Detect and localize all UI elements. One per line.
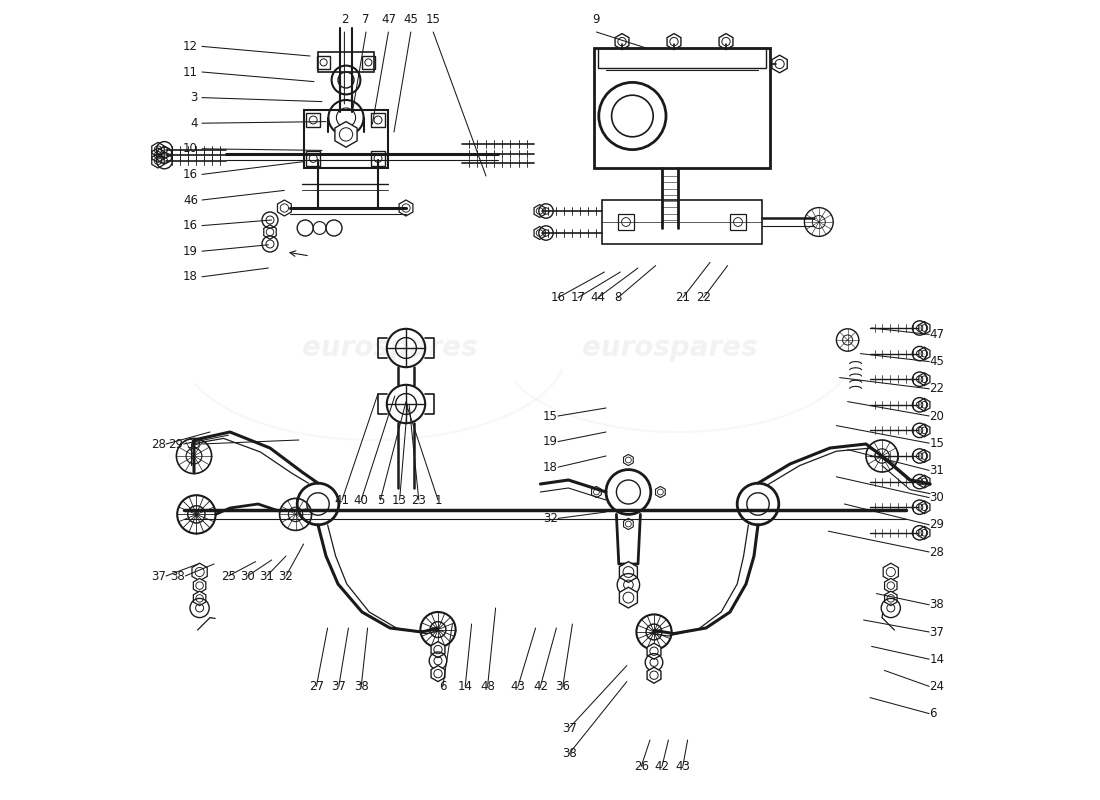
Text: 29: 29	[168, 438, 184, 450]
Text: 18: 18	[183, 270, 198, 283]
Text: 31: 31	[930, 464, 944, 477]
Text: 6: 6	[439, 680, 447, 693]
Text: 22: 22	[696, 291, 711, 304]
Text: 14: 14	[930, 653, 944, 666]
Text: 38: 38	[354, 680, 368, 693]
Text: 27: 27	[309, 680, 323, 693]
Text: 40: 40	[354, 494, 368, 506]
Text: 20: 20	[930, 410, 944, 422]
Bar	[371, 113, 385, 127]
Text: 37: 37	[930, 626, 944, 638]
Polygon shape	[619, 587, 637, 608]
Text: 47: 47	[930, 328, 944, 341]
Text: 26: 26	[634, 760, 649, 773]
Polygon shape	[884, 591, 896, 606]
Text: 45: 45	[404, 13, 418, 26]
Text: 47: 47	[381, 13, 396, 26]
Bar	[318, 52, 374, 72]
Text: 6: 6	[930, 707, 937, 720]
Text: 24: 24	[930, 680, 944, 693]
Bar	[594, 48, 770, 168]
Bar	[317, 56, 330, 69]
Bar	[306, 113, 320, 127]
Bar	[306, 151, 320, 166]
Text: 42: 42	[532, 680, 548, 693]
Text: 19: 19	[183, 245, 198, 258]
Text: 38: 38	[930, 598, 944, 611]
Text: 43: 43	[675, 760, 690, 773]
Text: 45: 45	[930, 355, 944, 368]
Text: 31: 31	[260, 570, 274, 582]
Text: 19: 19	[543, 435, 558, 448]
Text: 38: 38	[562, 747, 576, 760]
Text: 41: 41	[334, 494, 350, 506]
Polygon shape	[192, 563, 207, 581]
Text: eurospares: eurospares	[582, 334, 758, 362]
Text: 28: 28	[151, 438, 166, 450]
Polygon shape	[194, 591, 206, 606]
Text: 39: 39	[186, 438, 201, 450]
Text: 10: 10	[183, 142, 198, 155]
Text: 15: 15	[426, 13, 441, 26]
Bar	[371, 151, 385, 166]
Text: eurospares: eurospares	[302, 334, 477, 362]
Text: 2: 2	[341, 13, 348, 26]
Text: 17: 17	[571, 291, 585, 304]
Bar	[304, 110, 387, 168]
Polygon shape	[647, 667, 661, 683]
Text: 13: 13	[393, 494, 407, 506]
Text: 3: 3	[190, 91, 198, 104]
Text: 22: 22	[930, 382, 944, 395]
Polygon shape	[884, 578, 896, 593]
Text: 32: 32	[278, 570, 294, 582]
Polygon shape	[334, 122, 358, 147]
Polygon shape	[647, 643, 661, 659]
Bar	[362, 56, 375, 69]
Text: 32: 32	[543, 512, 558, 525]
Text: 23: 23	[411, 494, 426, 506]
Text: 37: 37	[331, 680, 346, 693]
Text: 29: 29	[930, 518, 944, 531]
Text: 30: 30	[930, 491, 944, 504]
Text: 15: 15	[543, 410, 558, 422]
Polygon shape	[619, 562, 637, 582]
Polygon shape	[431, 666, 444, 682]
Text: 16: 16	[183, 219, 198, 232]
Bar	[602, 200, 762, 244]
Text: 16: 16	[183, 168, 198, 181]
Text: 48: 48	[481, 680, 495, 693]
Text: 46: 46	[183, 194, 198, 206]
Bar	[598, 48, 766, 68]
Text: 16: 16	[550, 291, 565, 304]
Text: 42: 42	[654, 760, 670, 773]
Polygon shape	[194, 578, 206, 593]
Text: 25: 25	[221, 570, 235, 582]
Text: 8: 8	[614, 291, 622, 304]
Text: 4: 4	[190, 117, 198, 130]
Bar	[618, 214, 634, 230]
Bar	[730, 214, 746, 230]
Text: 12: 12	[183, 40, 198, 53]
Text: 36: 36	[556, 680, 570, 693]
Text: 14: 14	[458, 680, 473, 693]
Text: 43: 43	[510, 680, 526, 693]
Text: 15: 15	[930, 437, 944, 450]
Text: 7: 7	[362, 13, 370, 26]
Text: 1: 1	[434, 494, 442, 506]
Text: 38: 38	[170, 570, 185, 582]
Text: 5: 5	[376, 494, 384, 506]
Polygon shape	[431, 642, 444, 658]
Text: 9: 9	[593, 13, 601, 26]
Text: 37: 37	[151, 570, 166, 582]
Text: 37: 37	[562, 722, 576, 734]
Polygon shape	[883, 563, 899, 581]
Text: 30: 30	[240, 570, 255, 582]
Text: 44: 44	[591, 291, 605, 304]
Text: 28: 28	[930, 546, 944, 558]
Text: 21: 21	[675, 291, 691, 304]
Text: 11: 11	[183, 66, 198, 78]
Text: 18: 18	[543, 461, 558, 474]
